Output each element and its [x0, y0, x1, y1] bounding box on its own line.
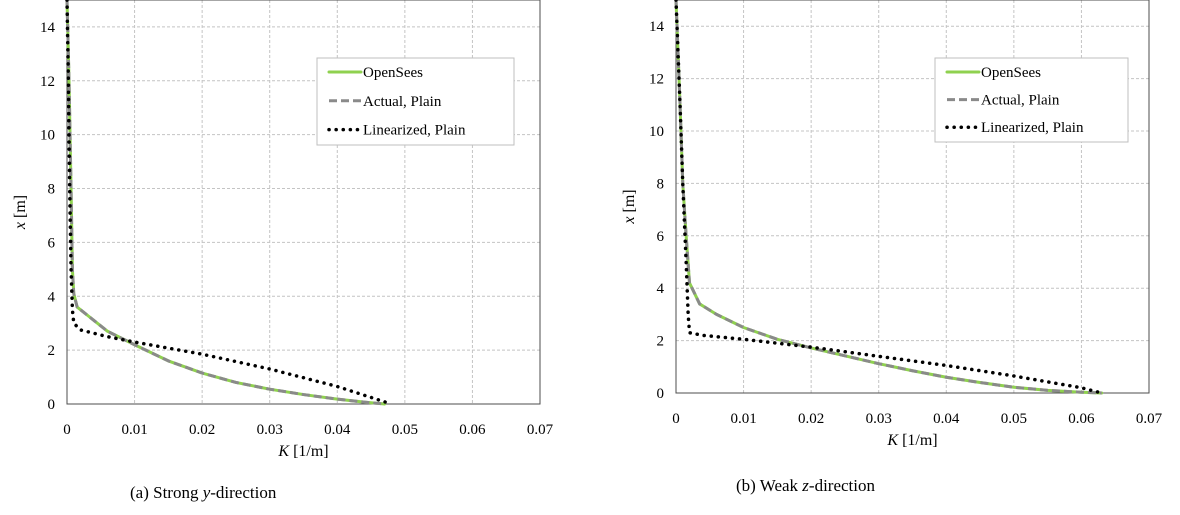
- series-line-linearized-plain: [65, 0, 394, 406]
- y-tick-label: 0: [48, 397, 56, 413]
- y-tick-label: 12: [40, 74, 55, 90]
- caption-a: (a) Strong y-direction: [130, 483, 276, 503]
- caption-a-prefix: (a) Strong: [130, 483, 203, 502]
- legend-label: Linearized, Plain: [363, 123, 466, 139]
- y-axis-label: x [m]: [12, 195, 29, 230]
- x-tick-label: 0.05: [392, 422, 418, 438]
- caption-a-var: y: [202, 483, 211, 502]
- caption-b: (b) Weak z-direction: [736, 476, 875, 496]
- x-tick-label: 0: [672, 411, 680, 427]
- figure-canvas: 0 0.01 0.02 0.03 0.04 0.05 0.06 0.07 0 2 4 6 8 10 12 14…: [12, 0, 1163, 460]
- caption-b-var: z: [802, 476, 809, 495]
- legend-label: OpenSees: [363, 65, 423, 81]
- legend-label: Actual, Plain: [363, 94, 442, 110]
- y-tick-label: 0: [657, 386, 665, 402]
- caption-b-suffix: -direction: [808, 476, 876, 495]
- y-tick-label: 4: [657, 281, 665, 297]
- y-axis-label-unit: [m]: [621, 189, 638, 216]
- legend-label: Linearized, Plain: [981, 120, 1084, 136]
- chart-panel-a: 0 0.01 0.02 0.03 0.04 0.05 0.06 0.07 0 2 4 6 8 10 12 14…: [12, 0, 554, 460]
- plot-area-frame: [675, 0, 1150, 394]
- y-tick-label: 6: [657, 229, 665, 245]
- x-axis-label-var: K: [886, 432, 899, 449]
- y-tick-label: 8: [657, 176, 665, 192]
- series-line-linearized-plain: [674, 0, 1104, 395]
- x-tick-label: 0.05: [1001, 411, 1027, 427]
- x-tick-label: 0.07: [527, 422, 554, 438]
- y-tick-label: 2: [657, 334, 665, 350]
- y-tick-label: 14: [40, 20, 56, 36]
- x-tick-label: 0.04: [933, 411, 960, 427]
- x-tick-label: 0.03: [257, 422, 283, 438]
- caption-a-suffix: -direction: [210, 483, 277, 502]
- x-tick-label: 0.06: [1068, 411, 1095, 427]
- x-tick-label: 0: [63, 422, 71, 438]
- y-tick-label: 4: [48, 289, 56, 305]
- x-tick-label: 0.03: [866, 411, 892, 427]
- x-axis-label: K [1/m]: [277, 443, 328, 460]
- legend-label: OpenSees: [981, 65, 1041, 81]
- x-axis-label-var: K: [277, 443, 290, 460]
- y-tick-label: 10: [649, 124, 664, 140]
- x-tick-label: 0.01: [730, 411, 756, 427]
- y-tick-label: 2: [48, 343, 56, 359]
- plot-area-frame: [66, 0, 541, 405]
- x-tick-label: 0.02: [798, 411, 824, 427]
- y-axis-label-unit: [m]: [12, 195, 29, 222]
- x-tick-label: 0.02: [189, 422, 215, 438]
- y-tick-label: 6: [48, 235, 56, 251]
- y-axis-label-var: x: [621, 217, 638, 225]
- x-tick-label: 0.06: [459, 422, 486, 438]
- x-axis-label-unit: [1/m]: [289, 443, 329, 460]
- y-tick-label: 10: [40, 128, 55, 144]
- legend-label: Actual, Plain: [981, 93, 1060, 109]
- y-axis-label-var: x: [12, 222, 29, 230]
- caption-b-prefix: (b) Weak: [736, 476, 803, 495]
- y-tick-label: 8: [48, 182, 56, 198]
- x-tick-label: 0.01: [121, 422, 147, 438]
- x-axis-label-unit: [1/m]: [898, 432, 938, 449]
- y-tick-label: 12: [649, 72, 664, 88]
- x-axis-label: K [1/m]: [886, 432, 937, 449]
- chart-panel-b: 0 0.01 0.02 0.03 0.04 0.05 0.06 0.07 0 2 4 6 8 10 12 14…: [621, 0, 1163, 449]
- x-tick-label: 0.04: [324, 422, 351, 438]
- y-axis-label: x [m]: [621, 189, 638, 224]
- y-tick-label: 14: [649, 19, 665, 35]
- x-tick-label: 0.07: [1136, 411, 1163, 427]
